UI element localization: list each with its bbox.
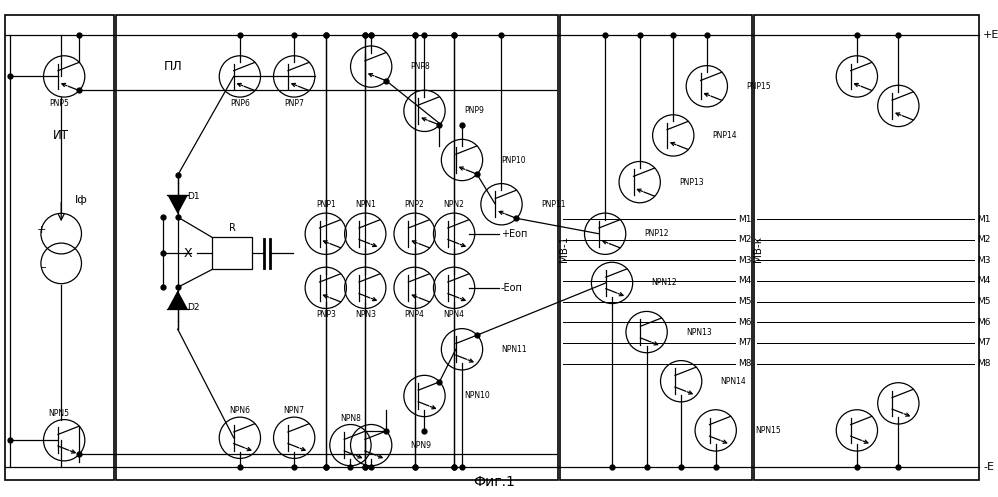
Text: NPN11: NPN11 [501, 345, 527, 354]
Text: NPN7: NPN7 [283, 406, 304, 415]
Text: PNP14: PNP14 [713, 131, 738, 140]
Text: M3: M3 [977, 256, 991, 265]
Bar [754, 15, 979, 480]
Text: NPN13: NPN13 [686, 328, 712, 336]
Text: PNP5: PNP5 [49, 99, 69, 108]
Text: -Еоп: -Еоп [501, 283, 523, 293]
Bar [560, 15, 752, 480]
Text: NPN3: NPN3 [354, 310, 376, 320]
Text: M8: M8 [977, 359, 991, 368]
Text: PNP9: PNP9 [464, 106, 484, 115]
Text: M6: M6 [739, 318, 751, 327]
Text: M8: M8 [739, 359, 751, 368]
Text: M2: M2 [739, 235, 751, 244]
Text: M5: M5 [739, 297, 751, 306]
Text: PNP11: PNP11 [541, 200, 566, 209]
Polygon shape [168, 290, 188, 310]
Text: PNP10: PNP10 [501, 156, 526, 165]
Text: NPN14: NPN14 [721, 377, 747, 386]
Text: МВ-1: МВ-1 [559, 235, 569, 262]
Text: NPN5: NPN5 [49, 409, 70, 417]
Text: M3: M3 [739, 256, 751, 265]
Text: +Е: +Е [983, 30, 998, 40]
Text: NPN8: NPN8 [340, 414, 361, 422]
Text: NPN15: NPN15 [755, 426, 781, 435]
Text: M4: M4 [739, 276, 751, 285]
Text: NPN12: NPN12 [652, 278, 678, 287]
Text: R: R [229, 224, 236, 234]
Polygon shape [168, 195, 188, 214]
Text: PNP6: PNP6 [230, 99, 250, 108]
Bar [117, 15, 558, 480]
Bar [5, 15, 114, 480]
Text: PNP15: PNP15 [747, 82, 770, 91]
Text: ИТ: ИТ [53, 129, 69, 142]
Text: -Е: -Е [983, 462, 994, 472]
Bar [213, 238, 251, 269]
Text: M5: M5 [977, 297, 991, 306]
Text: M7: M7 [977, 338, 991, 347]
Text: D1: D1 [188, 192, 201, 201]
Text: M7: M7 [739, 338, 751, 347]
Text: PNP7: PNP7 [284, 99, 304, 108]
Text: NPN1: NPN1 [355, 200, 375, 209]
Text: PNP12: PNP12 [645, 229, 669, 238]
Text: PNP13: PNP13 [680, 177, 704, 187]
Text: +: + [37, 225, 46, 235]
Text: PNP8: PNP8 [410, 62, 430, 71]
Text: ПЛ: ПЛ [164, 60, 182, 73]
Text: PNP4: PNP4 [404, 310, 424, 320]
Text: Фиг.1: Фиг.1 [473, 476, 515, 490]
Text: M2: M2 [977, 235, 991, 244]
Text: МВ-к: МВ-к [753, 236, 763, 261]
Text: M1: M1 [739, 215, 751, 224]
Text: +Еоп: +Еоп [501, 229, 527, 239]
Text: M4: M4 [977, 276, 991, 285]
Text: NPN9: NPN9 [410, 441, 432, 450]
Text: NPN10: NPN10 [464, 392, 490, 401]
Text: M1: M1 [977, 215, 991, 224]
Text: NPN4: NPN4 [443, 310, 465, 320]
Text: M6: M6 [977, 318, 991, 327]
Text: –: – [41, 262, 46, 272]
Text: Iф: Iф [75, 195, 88, 205]
Text: D2: D2 [188, 304, 200, 313]
Text: NPN6: NPN6 [230, 406, 250, 415]
Text: PNP1: PNP1 [316, 200, 335, 209]
Text: PNP3: PNP3 [315, 310, 335, 320]
Text: Х: Х [184, 247, 193, 260]
Text: PNP2: PNP2 [405, 200, 424, 209]
Text: NPN2: NPN2 [444, 200, 464, 209]
